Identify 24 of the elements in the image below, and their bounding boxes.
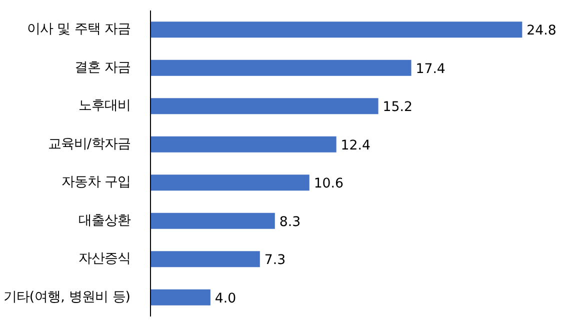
data-label: 10.6 xyxy=(314,176,344,192)
bar xyxy=(150,60,412,76)
bar xyxy=(150,212,275,229)
data-label: 7.3 xyxy=(264,253,286,268)
y-tick-label: 기타(여행, 병원비 등) xyxy=(3,290,131,305)
y-tick-label: 결혼 자금 xyxy=(74,60,131,76)
bar xyxy=(150,289,210,306)
y-tick-label: 이사 및 주택 자금 xyxy=(26,22,131,38)
y-tick-label: 대출상환 xyxy=(78,213,130,228)
y-tick-label: 노후대비 xyxy=(78,98,130,114)
y-tick-label: 교육비/학자금 xyxy=(48,136,131,152)
bar xyxy=(150,22,522,38)
bar xyxy=(150,98,378,114)
bar xyxy=(150,251,260,268)
y-tick-label: 자동차 구입 xyxy=(61,175,131,190)
data-label: 24.8 xyxy=(526,24,556,39)
data-label: 12.4 xyxy=(340,138,370,154)
data-label: 17.4 xyxy=(416,62,446,77)
y-tick-label: 자산증식 xyxy=(78,252,130,267)
bar xyxy=(150,174,310,191)
data-label: 8.3 xyxy=(279,214,301,230)
bar xyxy=(150,136,336,152)
data-label: 4.0 xyxy=(214,291,236,306)
data-label: 15.2 xyxy=(382,100,412,116)
